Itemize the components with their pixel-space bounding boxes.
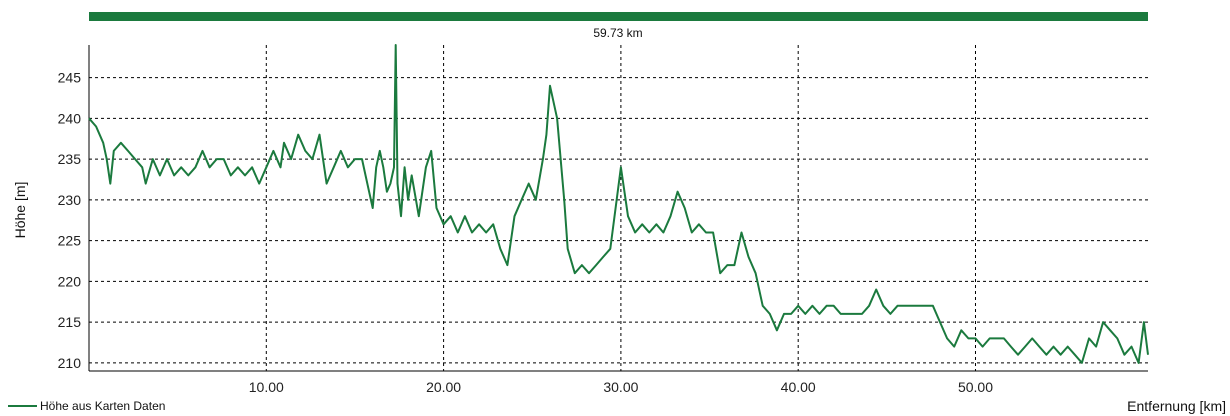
x-tick-label: 30.00 [603,379,638,395]
x-tick-label: 20.00 [426,379,461,395]
x-tick-label: 50.00 [958,379,993,395]
y-tick-label: 225 [58,233,82,249]
y-tick-label: 230 [58,192,82,208]
y-axis-label: Höhe [m] [12,182,28,239]
legend-label: Höhe aus Karten Daten [40,399,165,413]
y-tick-label: 240 [58,110,82,126]
y-tick-label: 220 [58,273,82,289]
x-axis-label: Entfernung [km] [1127,398,1226,414]
y-tick-label: 235 [58,151,82,167]
y-tick-label: 210 [58,355,82,371]
total-distance-bar [89,12,1148,21]
x-tick-label: 40.00 [781,379,816,395]
y-tick-label: 215 [58,314,82,330]
legend: Höhe aus Karten Daten [8,399,165,413]
elevation-series-line [88,44,1149,364]
y-tick-labels: 210 215 220 225 230 235 240 245 [58,70,82,371]
x-tick-labels: 10.00 20.00 30.00 40.00 50.00 [249,379,993,395]
x-tick-label: 10.00 [249,379,284,395]
total-distance-label: 59.73 km [593,26,642,40]
grid-lines [89,45,1148,371]
y-tick-label: 245 [58,70,82,86]
